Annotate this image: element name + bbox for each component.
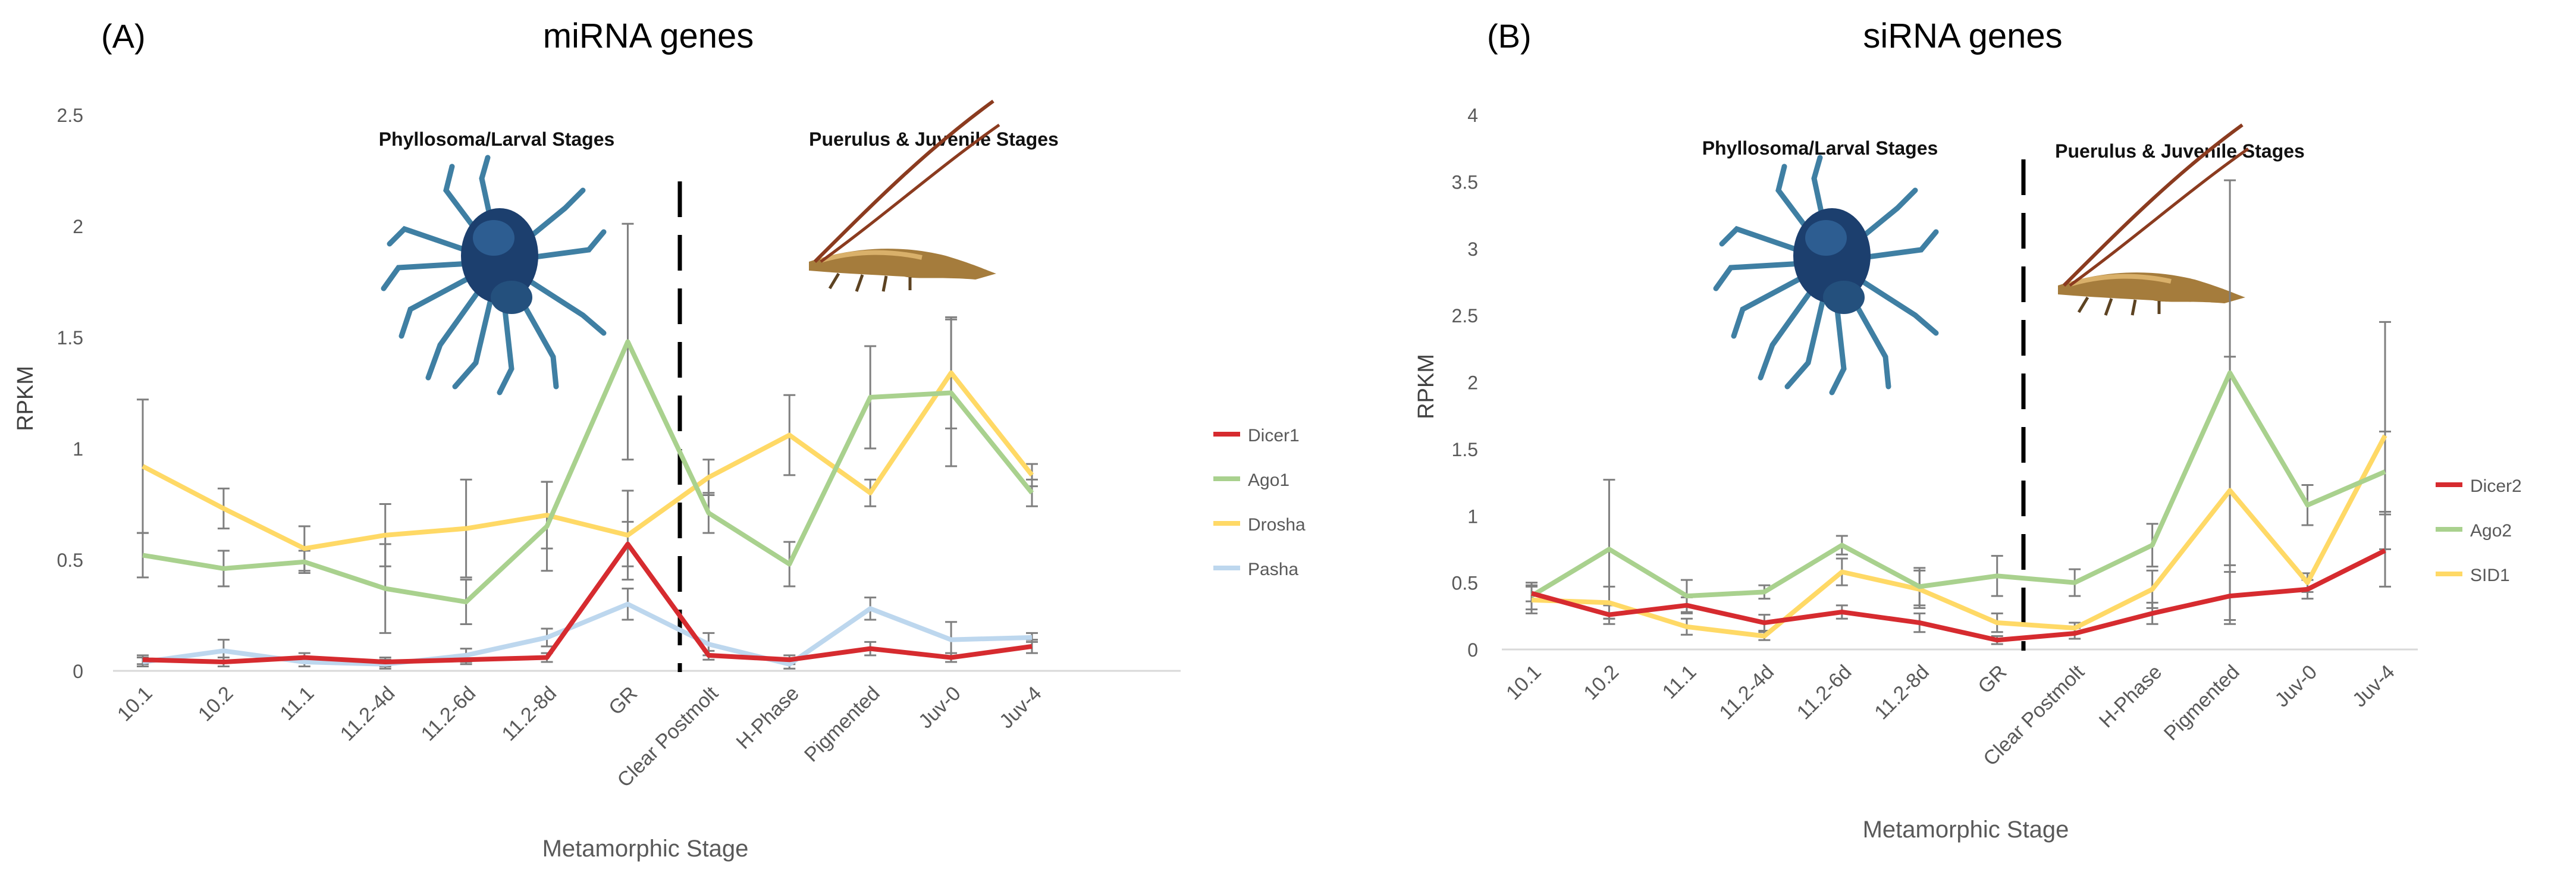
panel-b-ylabel: RPKM	[1414, 354, 1439, 419]
panel-a-xticks: 10.1 10.2 11.1 11.2-4d 11.2-6d 11.2-8d GRClear…	[113, 682, 1046, 792]
panel-b-ytick-label: 1.5	[1452, 439, 1478, 460]
panel-b-juvenile-annotation: Puerulus & Juvenile Stages	[2055, 140, 2305, 162]
panel-b-xtick-label: 11.2-8d	[1870, 661, 1934, 724]
panel-a-ytick-label: 1	[73, 438, 83, 460]
panel-b-legend: Dicer2 Ago2 SID1	[2436, 476, 2522, 585]
legend-label-ago1: Ago1	[1248, 470, 1289, 490]
panel-a: (A) miRNA genes RPKM Metamorphic Stage 0…	[13, 17, 1306, 862]
legend-label-drosha: Drosha	[1248, 515, 1306, 535]
panel-a-xtick-label: 11.2-4d	[336, 682, 400, 746]
puerulus-lobster-image	[2058, 123, 2249, 316]
panel-a-ytick-label: 1.5	[57, 327, 83, 349]
panel-b-xtick-label: 10.2	[1579, 661, 1623, 705]
panel-a-label: (A)	[101, 17, 146, 55]
panel-a-ytick-label: 2	[73, 216, 83, 237]
panel-b-xtick-label: H-Phase	[2095, 661, 2166, 732]
panel-a-title: miRNA genes	[543, 17, 754, 55]
panel-b-ytick-label: 3	[1467, 238, 1478, 260]
panel-b-xtick-label: GR	[1973, 661, 2011, 698]
panel-b-ytick-label: 2	[1467, 372, 1478, 394]
series-line-pasha	[142, 601, 1033, 667]
panel-a-plot	[137, 222, 1038, 670]
panel-a-xlabel: Metamorphic Stage	[542, 836, 749, 862]
panel-a-xtick-label: 11.2-8d	[498, 682, 561, 746]
panel-a-xtick-label: 11.2-6d	[417, 682, 481, 746]
legend-item-sid1: SID1	[2436, 566, 2510, 585]
panel-b-xtick-label: 11.2-6d	[1793, 661, 1856, 724]
panel-a-xtick-label: Juv-0	[914, 682, 965, 733]
panel-b-title: siRNA genes	[1863, 17, 2062, 55]
legend-label-pasha: Pasha	[1248, 560, 1298, 579]
series-line-sid1	[1531, 434, 2387, 639]
panel-b-xtick-label: 11.1	[1658, 661, 1701, 704]
panel-a-xtick-label: GR	[604, 682, 642, 720]
panel-b-label: (B)	[1487, 17, 1532, 55]
panel-a-ylabel: RPKM	[13, 366, 38, 431]
panel-b-yticks: 0 0.5 1 1.5 2 2.5 3 3.5 4	[1452, 105, 1478, 661]
panel-a-ytick-label: 2.5	[57, 105, 83, 126]
panel-b-xticks: 10.1 10.2 11.1 11.2-4d 11.2-6d 11.2-8d GRClear…	[1502, 660, 2399, 770]
panel-b-ytick-label: 0.5	[1452, 573, 1478, 594]
panel-a-yticks: 0 0.5 1 1.5 2 2.5	[57, 105, 83, 682]
series-line-dicer1	[142, 541, 1033, 665]
panel-a-xtick-label: Juv-4	[995, 682, 1046, 733]
panel-b-ytick-label: 4	[1467, 105, 1478, 126]
series-line-ago1	[142, 339, 1034, 605]
phyllosoma-larva-image	[1713, 155, 1939, 396]
panel-b-xtick-label: 11.2-4d	[1715, 661, 1778, 724]
panel-b-ytick-label: 0	[1467, 639, 1478, 661]
phyllosoma-larva-image	[381, 155, 607, 396]
panel-b-xtick-label: Juv-0	[2271, 661, 2322, 712]
legend-item-ago2: Ago2	[2436, 521, 2512, 541]
legend-item-ago1: Ago1	[1213, 470, 1289, 490]
legend-label-dicer2: Dicer2	[2470, 476, 2522, 496]
panel-a-xtick-label: 11.1	[276, 682, 319, 725]
series-line-drosha	[142, 370, 1034, 551]
legend-item-dicer1: Dicer1	[1213, 426, 1300, 445]
panel-b-xtick-label: 10.1	[1502, 661, 1546, 705]
panel-a-xtick-label: Pigmented	[800, 682, 884, 767]
panel-b-ytick-label: 2.5	[1452, 305, 1478, 327]
panel-a-larval-annotation: Phyllosoma/Larval Stages	[379, 128, 615, 150]
legend-label-ago2: Ago2	[2470, 521, 2512, 541]
panel-b-ytick-label: 1	[1467, 506, 1478, 527]
panel-b-xlabel: Metamorphic Stage	[1863, 817, 2069, 843]
legend-item-pasha: Pasha	[1213, 560, 1298, 579]
panel-a-xtick-label: 10.1	[113, 682, 157, 726]
panel-a-xtick-label: H-Phase	[732, 682, 804, 754]
puerulus-lobster-image	[809, 99, 1000, 292]
series-line-dicer2	[1530, 548, 2386, 643]
legend-label-dicer1: Dicer1	[1248, 426, 1300, 445]
panel-a-xtick-label: 10.2	[194, 682, 238, 726]
panel-b-xtick-label: Juv-4	[2348, 661, 2399, 712]
panel-a-legend: Dicer1 Ago1 Drosha Pasha	[1213, 426, 1306, 579]
panel-a-ytick-label: 0	[73, 661, 83, 682]
legend-item-drosha: Drosha	[1213, 515, 1306, 535]
panel-b-ytick-label: 3.5	[1452, 171, 1478, 193]
panel-a-ytick-label: 0.5	[57, 550, 83, 571]
series-line-ago2	[1530, 370, 2386, 599]
panel-b-xtick-label: Pigmented	[2160, 661, 2244, 745]
panel-b: (B) siRNA genes RPKM Metamorphic Stage 0…	[1414, 17, 2522, 843]
panel-b-plot	[1526, 179, 2391, 645]
legend-label-sid1: SID1	[2470, 566, 2510, 585]
legend-item-dicer2: Dicer2	[2436, 476, 2522, 496]
